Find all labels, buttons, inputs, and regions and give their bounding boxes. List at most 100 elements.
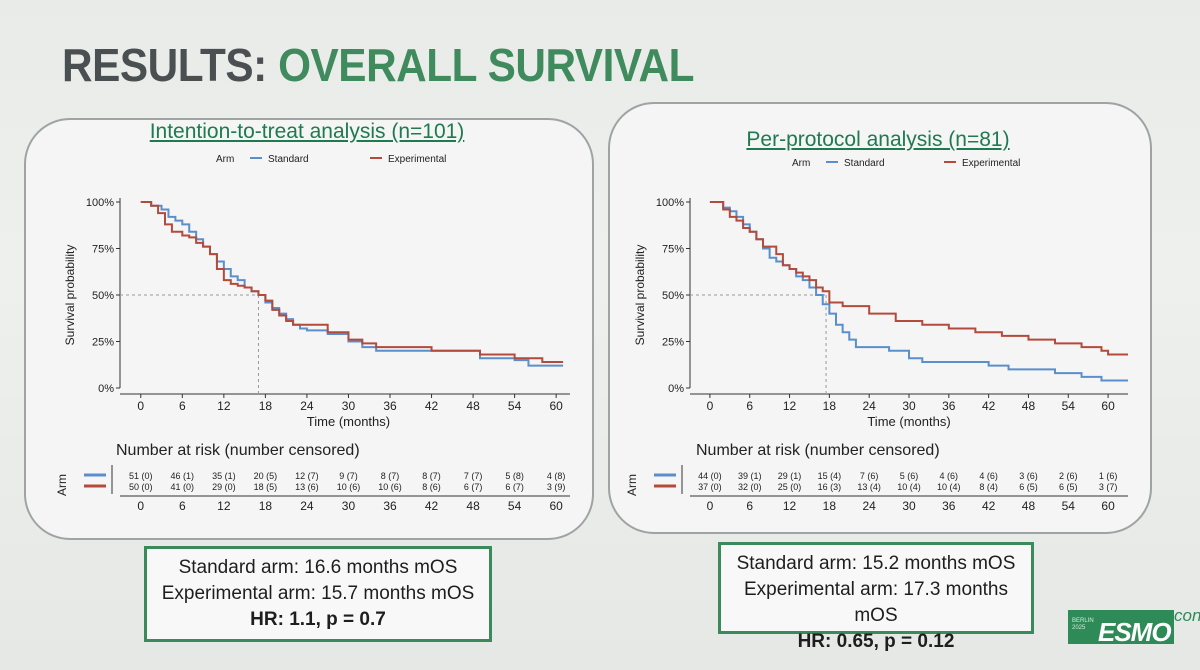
- pp-hazard-ratio: HR: 0.65, p = 0.12: [797, 631, 955, 652]
- risk-experimental-cell: 32 (0): [738, 482, 762, 492]
- risk-standard-cell: 7 (6): [860, 471, 879, 481]
- x-tick-label: 60: [549, 399, 563, 413]
- y-tick-label: 75%: [92, 244, 114, 256]
- risk-table-ylabel: Arm: [55, 474, 69, 496]
- risk-time-label: 30: [342, 499, 356, 513]
- risk-experimental-cell: 8 (6): [422, 482, 441, 492]
- risk-time-label: 42: [425, 499, 439, 513]
- x-tick-label: 30: [342, 399, 356, 413]
- risk-time-label: 48: [1022, 499, 1036, 513]
- risk-experimental-cell: 8 (4): [979, 482, 998, 492]
- risk-table-ylabel: Arm: [625, 474, 639, 496]
- risk-experimental-cell: 29 (0): [212, 482, 236, 492]
- itt-hazard-ratio: HR: 1.1, p = 0.7: [250, 609, 386, 630]
- risk-standard-cell: 8 (7): [422, 471, 441, 481]
- legend-label-standard: Standard: [268, 154, 309, 165]
- risk-standard-cell: 12 (7): [295, 471, 319, 481]
- risk-experimental-cell: 3 (9): [547, 482, 566, 492]
- risk-experimental-cell: 50 (0): [129, 482, 153, 492]
- risk-time-label: 42: [982, 499, 996, 513]
- x-tick-label: 6: [179, 399, 186, 413]
- risk-standard-cell: 5 (8): [505, 471, 524, 481]
- x-axis-label: Time (months): [307, 414, 390, 429]
- slide-title-main: OVERALL SURVIVAL: [278, 39, 694, 91]
- risk-experimental-cell: 6 (7): [505, 482, 524, 492]
- risk-time-label: 12: [783, 499, 797, 513]
- risk-standard-cell: 35 (1): [212, 471, 236, 481]
- y-tick-label: 75%: [662, 244, 684, 256]
- risk-time-label: 6: [746, 499, 753, 513]
- risk-time-label: 30: [902, 499, 916, 513]
- y-axis-label: Survival probability: [633, 245, 647, 346]
- pp-standard-mos: Standard arm: 15.2 months mOS: [736, 553, 1016, 574]
- risk-experimental-cell: 37 (0): [698, 482, 722, 492]
- risk-standard-cell: 4 (6): [940, 471, 959, 481]
- y-axis-label: Survival probability: [63, 245, 77, 346]
- risk-experimental-cell: 18 (5): [254, 482, 278, 492]
- legend-label-standard: Standard: [844, 158, 885, 169]
- risk-experimental-cell: 10 (6): [378, 482, 402, 492]
- risk-time-label: 0: [707, 499, 714, 513]
- slide-title: RESULTS: OVERALL SURVIVAL: [62, 38, 694, 92]
- risk-time-label: 36: [942, 499, 956, 513]
- risk-experimental-cell: 10 (4): [937, 482, 961, 492]
- risk-time-label: 48: [466, 499, 480, 513]
- x-tick-label: 24: [300, 399, 314, 413]
- x-axis-label: Time (months): [867, 414, 950, 429]
- pp-experimental-mos: Experimental arm: 17.3 months mOS: [743, 579, 1008, 626]
- y-tick-label: 100%: [656, 197, 684, 209]
- x-tick-label: 42: [425, 399, 439, 413]
- logo-box: BERLIN 2025 ESMO: [1068, 610, 1174, 647]
- risk-standard-cell: 5 (6): [900, 471, 919, 481]
- risk-standard-cell: 8 (7): [381, 471, 400, 481]
- x-tick-label: 48: [1022, 399, 1036, 413]
- y-tick-label: 50%: [92, 290, 114, 302]
- km-curve-experimental: [140, 201, 564, 363]
- risk-standard-cell: 7 (7): [464, 471, 483, 481]
- km-curve-experimental: [709, 201, 1128, 356]
- x-tick-label: 12: [217, 399, 231, 413]
- logo-brand: ESMO: [1098, 617, 1172, 647]
- risk-standard-cell: 2 (6): [1059, 471, 1078, 481]
- y-tick-label: 25%: [92, 337, 114, 349]
- risk-standard-cell: 29 (1): [778, 471, 802, 481]
- x-tick-label: 0: [707, 399, 714, 413]
- risk-standard-cell: 4 (6): [979, 471, 998, 481]
- risk-experimental-cell: 10 (6): [337, 482, 361, 492]
- risk-time-label: 0: [137, 499, 144, 513]
- legend-title: Arm: [216, 154, 234, 165]
- risk-experimental-cell: 10 (4): [897, 482, 921, 492]
- risk-time-label: 54: [508, 499, 522, 513]
- y-tick-label: 0%: [668, 383, 684, 395]
- risk-experimental-cell: 3 (7): [1099, 482, 1118, 492]
- x-tick-label: 60: [1101, 399, 1115, 413]
- itt-panel: [24, 118, 594, 540]
- x-tick-label: 6: [746, 399, 753, 413]
- x-tick-label: 18: [259, 399, 273, 413]
- risk-table-title: Number at risk (number censored): [696, 442, 940, 459]
- risk-time-label: 24: [300, 499, 314, 513]
- x-tick-label: 24: [863, 399, 877, 413]
- risk-standard-cell: 39 (1): [738, 471, 762, 481]
- itt-analysis-title: Intention-to-treat analysis (n=101): [149, 120, 465, 143]
- legend-title: Arm: [792, 158, 810, 169]
- risk-time-label: 54: [1062, 499, 1076, 513]
- risk-time-label: 36: [383, 499, 397, 513]
- logo-suffix: congr: [1174, 606, 1200, 625]
- pp-summary-box: Standard arm: 15.2 months mOS Experiment…: [718, 542, 1034, 652]
- risk-standard-cell: 46 (1): [171, 471, 195, 481]
- risk-standard-cell: 44 (0): [698, 471, 722, 481]
- x-tick-label: 54: [1062, 399, 1076, 413]
- pp-analysis-title: Per-protocol analysis (n=81): [746, 128, 1010, 151]
- y-tick-label: 100%: [86, 197, 114, 209]
- x-tick-label: 30: [902, 399, 916, 413]
- risk-experimental-cell: 13 (4): [857, 482, 881, 492]
- risk-standard-cell: 4 (8): [547, 471, 566, 481]
- pp-panel: [608, 102, 1152, 534]
- y-tick-label: 50%: [662, 290, 684, 302]
- risk-experimental-cell: 41 (0): [171, 482, 195, 492]
- risk-time-label: 60: [549, 499, 563, 513]
- x-tick-label: 54: [508, 399, 522, 413]
- risk-time-label: 18: [823, 499, 837, 513]
- x-tick-label: 48: [466, 399, 480, 413]
